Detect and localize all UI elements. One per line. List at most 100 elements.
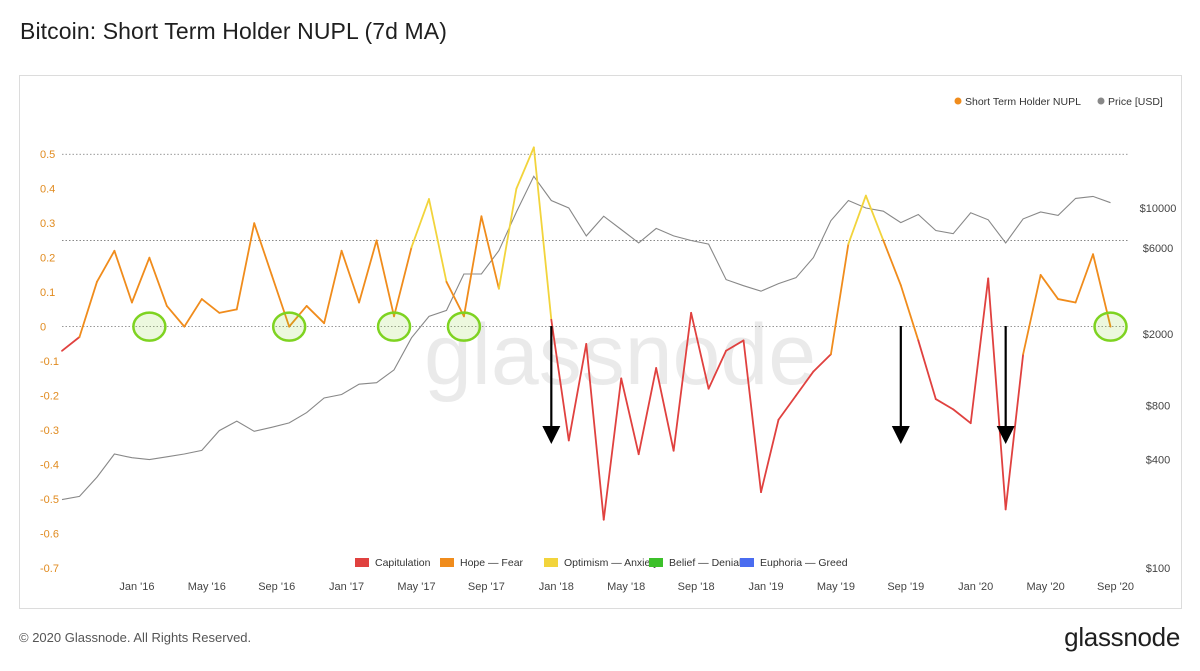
nupl-segment xyxy=(777,394,797,421)
nupl-segment xyxy=(655,367,675,452)
left-axis-tick-label: 0 xyxy=(40,322,46,334)
nupl-segment xyxy=(934,398,955,411)
x-axis-tick-label: Jan '18 xyxy=(539,581,574,593)
nupl-segment xyxy=(760,418,780,494)
nupl-segment xyxy=(1092,253,1112,328)
nupl-segment xyxy=(987,277,1007,511)
nupl-segment xyxy=(1022,274,1042,356)
nupl-segment xyxy=(532,146,553,321)
chart-frame: glassnode 0.5 0.4 0.3 0.2 0.1 0 -0.1 -0.2 -0.3 -0… xyxy=(19,75,1182,609)
legend-swatch xyxy=(649,558,663,567)
nupl-segment xyxy=(497,187,518,290)
nupl-segment xyxy=(480,215,500,290)
highlight-circle xyxy=(1093,311,1128,342)
x-axis-tick-label: Jan '16 xyxy=(119,581,154,593)
nupl-segment xyxy=(952,408,972,425)
nupl-segment xyxy=(550,318,570,442)
left-axis-tick-label: 0.1 xyxy=(40,287,55,299)
nupl-segment xyxy=(463,215,483,318)
nupl-segment xyxy=(602,377,623,521)
nupl-segment xyxy=(113,249,133,304)
down-arrow xyxy=(542,326,561,444)
nupl-segment xyxy=(620,377,640,456)
legend-swatch xyxy=(740,558,754,567)
x-axis-tick-label: Sep '19 xyxy=(887,581,924,593)
nupl-segment xyxy=(340,249,360,304)
nupl-segment xyxy=(253,222,273,276)
legend-swatch xyxy=(355,558,369,567)
highlight-circle xyxy=(132,311,167,342)
nupl-segment xyxy=(445,280,465,318)
left-axis-tick-label: -0.5 xyxy=(40,494,59,506)
x-axis-tick-label: Jan '20 xyxy=(958,581,993,593)
nupl-segment xyxy=(707,349,727,390)
nupl-segment xyxy=(637,367,658,456)
left-axis-tick-label: -0.7 xyxy=(40,563,59,575)
legend-label: Capitulation xyxy=(375,557,431,569)
left-axis-tick-label: 0.3 xyxy=(40,218,55,230)
nupl-segment xyxy=(410,198,430,249)
nupl-segment xyxy=(830,242,850,356)
nupl-segment xyxy=(1074,253,1094,304)
nupl-segment xyxy=(148,256,168,307)
x-axis-tick-label: Jan '19 xyxy=(748,581,783,593)
nupl-segment xyxy=(270,274,291,328)
nupl-segment xyxy=(969,277,990,425)
nupl-segment xyxy=(323,249,343,325)
nupl-segment xyxy=(61,336,81,352)
x-axis-tick-label: May '16 xyxy=(188,581,226,593)
nupl-segment xyxy=(358,239,378,304)
right-axis-tick-label: $100 xyxy=(1146,563,1170,575)
nupl-segment xyxy=(200,298,221,314)
left-axis-tick-label: 0.4 xyxy=(40,184,55,196)
x-axis-tick-label: May '20 xyxy=(1027,581,1065,593)
left-axis-tick-label: 0.2 xyxy=(40,253,55,265)
legend-marker xyxy=(1097,97,1105,105)
nupl-segment xyxy=(882,239,902,287)
nupl-segment xyxy=(515,146,535,190)
left-axis-tick-label: -0.3 xyxy=(40,425,59,437)
x-axis-tick-label: Sep '16 xyxy=(258,581,295,593)
arrow-head xyxy=(891,426,910,444)
right-axis-tick-label: $2000 xyxy=(1143,329,1174,341)
nupl-segment xyxy=(795,370,815,397)
nupl-segment xyxy=(742,339,762,494)
legend-label: Optimism — Anxiety xyxy=(564,557,659,569)
nupl-segment xyxy=(131,256,151,304)
nupl-segment xyxy=(375,239,395,318)
legend-label: Short Term Holder NUPL xyxy=(965,96,1081,108)
nupl-segment xyxy=(428,198,448,283)
legend-label: Belief — Denial xyxy=(669,557,741,569)
x-axis-tick-label: Sep '17 xyxy=(468,581,505,593)
legend-label: Price [USD] xyxy=(1108,96,1163,108)
left-axis-tick-label: -0.4 xyxy=(40,460,59,472)
nupl-segment xyxy=(864,194,885,242)
nupl-segment xyxy=(812,353,832,373)
x-axis-tick-label: Jan '17 xyxy=(329,581,364,593)
nupl-segment xyxy=(235,222,256,311)
nupl-segment xyxy=(725,339,745,352)
nupl-segment xyxy=(218,308,238,314)
left-axis-tick-label: 0.5 xyxy=(40,149,55,161)
nupl-segment xyxy=(183,298,203,328)
legend-marker xyxy=(954,97,962,105)
left-axis-tick-label: -0.1 xyxy=(40,356,59,368)
x-axis-tick-label: May '18 xyxy=(607,581,645,593)
right-axis-tick-label: $800 xyxy=(1146,400,1170,412)
legend-label: Euphoria — Greed xyxy=(760,557,848,569)
nupl-segment xyxy=(78,280,98,338)
nupl-segment xyxy=(690,311,710,390)
nupl-segment xyxy=(585,342,605,521)
x-axis-tick-label: Sep '18 xyxy=(678,581,715,593)
down-arrow xyxy=(891,326,910,444)
left-axis-tick-label: -0.2 xyxy=(40,391,59,403)
x-axis-tick-label: Sep '20 xyxy=(1097,581,1134,593)
nupl-segment xyxy=(165,305,186,328)
nupl-segment xyxy=(899,284,920,342)
nupl-segment xyxy=(847,194,867,245)
price-series-line xyxy=(61,175,1111,501)
right-axis-tick-label: $6000 xyxy=(1143,243,1174,255)
legend-label: Hope — Fear xyxy=(460,557,524,569)
highlight-circle xyxy=(446,311,482,342)
legend-swatch xyxy=(544,558,558,567)
